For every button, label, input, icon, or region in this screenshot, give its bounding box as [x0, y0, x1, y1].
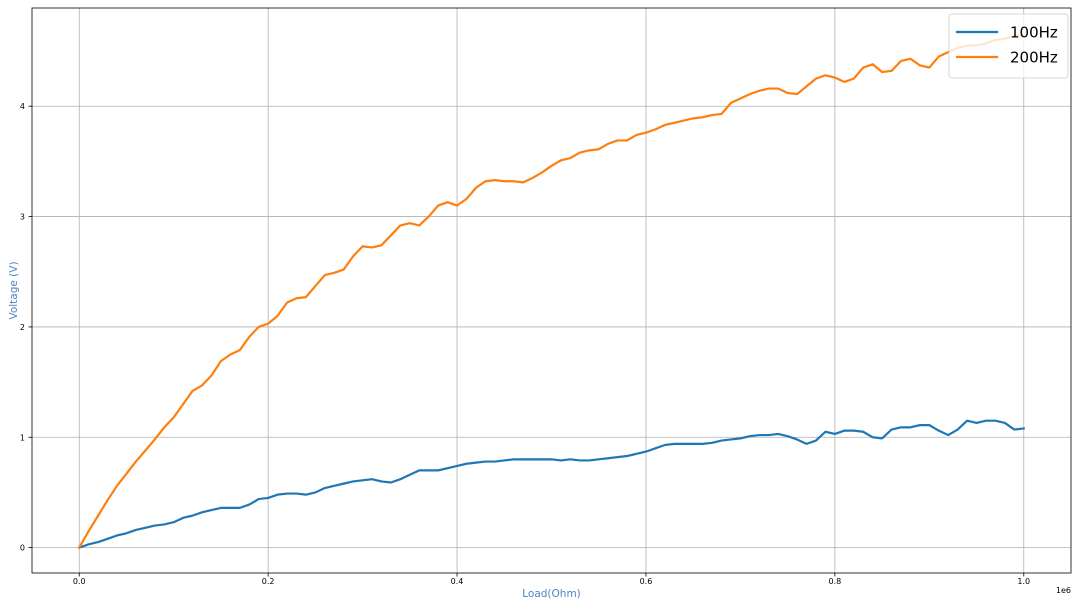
y-axis-label: Voltage (V)	[8, 261, 20, 319]
tick-layer: 0.0 0.2 0.4 0.6 0.8 1.0 0 1 2 3 4	[20, 102, 1030, 586]
x-axis-label: Load(Ohm)	[522, 588, 581, 600]
plot-background	[32, 8, 1071, 573]
grid-layer	[32, 8, 1071, 573]
x-tick-label: 0.8	[828, 577, 841, 586]
y-tick-label: 2	[20, 323, 25, 332]
x-tick-label: 0.6	[640, 577, 653, 586]
legend-label-100hz: 100Hz	[1010, 24, 1058, 42]
legend-label-200hz: 200Hz	[1010, 49, 1058, 67]
x-tick-label: 0.2	[262, 577, 275, 586]
y-tick-label: 1	[20, 433, 25, 442]
series-line-200hz	[77, 34, 1025, 550]
legend: 100Hz 200Hz	[948, 13, 1069, 79]
x-tick-label: 1.0	[1017, 577, 1030, 586]
x-tick-label: 0.4	[451, 577, 464, 586]
x-offset-text: 1e6	[1056, 586, 1071, 595]
y-tick-label: 0	[20, 544, 25, 553]
legend-box	[948, 13, 1069, 79]
plot-frame	[31, 7, 1072, 574]
series-layer	[77, 34, 1025, 550]
series-line-100hz	[77, 419, 1025, 550]
y-tick-label: 3	[20, 213, 25, 222]
y-tick-label: 4	[20, 102, 25, 111]
x-tick-label: 0.0	[73, 577, 86, 586]
